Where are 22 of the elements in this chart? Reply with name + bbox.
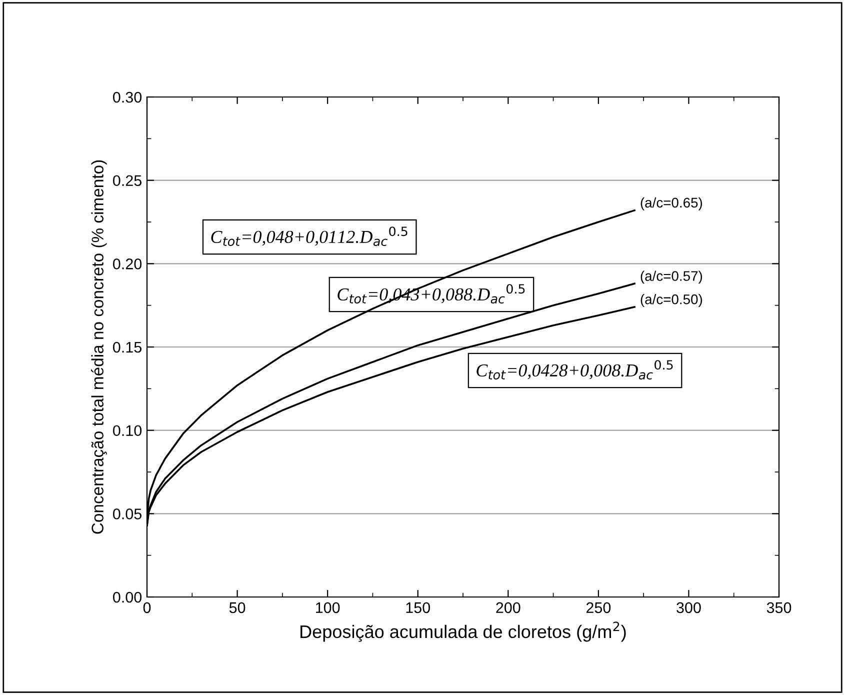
series-label: (a/c=0.65) <box>640 197 702 210</box>
x-tick-label: 350 <box>766 602 792 614</box>
x-tick-label: 150 <box>406 602 430 614</box>
y-tick-label: 0.30 <box>113 92 142 103</box>
x-axis-title: Deposição acumulada de cloretos (g/m$^{2}$) <box>300 622 626 642</box>
y-tick-label: 0.10 <box>113 425 142 436</box>
x-tick-label: 250 <box>586 602 611 614</box>
x-tick-label: 200 <box>496 602 520 614</box>
y-tick-label: 0.00 <box>113 592 142 603</box>
y-tick-label: 0.05 <box>113 508 142 520</box>
y-tick-label: 0.25 <box>113 175 142 186</box>
y-axis-title: Concentração total média no concreto (% cimento) <box>91 160 107 534</box>
x-tick-label: 300 <box>676 602 701 614</box>
y-tick-label: 0.20 <box>113 258 142 270</box>
annotation: C$_{tot}$=0,048+0,0112.D$_{ac}$$^{0.5}$ <box>211 226 408 246</box>
series-label: (a/c=0.50) <box>640 294 702 307</box>
series-label: (a/c=0.57) <box>640 270 702 284</box>
x-tick-label: 100 <box>316 602 340 614</box>
x-tick-label: 50 <box>229 602 246 614</box>
annotation: C$_{tot}$=0,0428+0,008.D$_{ac}$$^{0.5}$ <box>476 360 673 380</box>
y-tick-label: 0.15 <box>113 342 142 353</box>
x-tick-label: 0 <box>143 602 151 614</box>
